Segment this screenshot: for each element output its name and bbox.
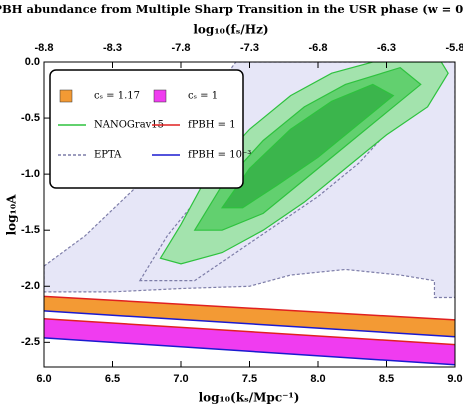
band-edge	[44, 318, 455, 346]
legend-label: cₛ = 1.17	[94, 91, 140, 102]
x2-tick-label: -6.3	[377, 42, 396, 54]
y-tick-label: -1.0	[21, 168, 40, 180]
x-tick-label: 8.5	[379, 373, 394, 385]
legend-label: fPBH = 1	[188, 120, 236, 131]
band	[44, 318, 455, 365]
x2-tick-label: -8.8	[35, 42, 54, 54]
x-tick-label: 6.5	[105, 373, 120, 385]
band-edge	[44, 310, 455, 338]
legend-swatch	[153, 89, 167, 103]
y-tick-label: -2.0	[21, 280, 40, 292]
x2-tick-label: -8.3	[103, 42, 122, 54]
legend-label: fPBH = 10⁻³	[188, 150, 251, 161]
y-tick-label: -2.5	[21, 336, 40, 348]
x-tick-label: 7.0	[173, 373, 188, 385]
x-tick-label: 6.0	[36, 373, 51, 385]
band	[44, 296, 455, 337]
band-edge	[44, 337, 455, 366]
x-tick-label: 9.0	[447, 373, 462, 385]
x-axis-label: log₁₀(kₛ/Mpc⁻¹)	[199, 391, 300, 405]
legend-label: NANOGrav15	[94, 120, 164, 131]
y-tick-label: -1.5	[21, 224, 40, 236]
y-tick-label: -0.5	[21, 112, 40, 124]
x2-tick-label: -5.8	[446, 42, 463, 54]
y-axis-label: log₁₀A	[5, 194, 19, 235]
contour	[220, 83, 395, 209]
legend: cₛ = 1.17 cₛ = 1 NANOGrav15 fPBH = 1 EPTA fPB…	[49, 69, 251, 189]
x2-tick-label: -7.3	[240, 42, 259, 54]
x2-tick-label: -6.8	[309, 42, 328, 54]
y-tick-label: 0.0	[25, 56, 40, 68]
legend-label: EPTA	[94, 150, 122, 161]
band-edge	[44, 295, 455, 321]
x2-tick-label: -7.8	[172, 42, 191, 54]
x-tick-label: 7.5	[242, 373, 257, 385]
legend-box	[49, 69, 244, 189]
x2-axis-label: log₁₀(fₛ/Hz)	[193, 23, 268, 37]
axes: 6.0 6.5 7.0 7.5 8.0 8.5 9.0 -8.8 -8.3 -7.8 -7.3 -6.…	[21, 42, 463, 385]
x-tick-label: 8.0	[310, 373, 325, 385]
chart-title: PBH abundance from Multiple Sharp Transi…	[0, 2, 463, 16]
plot-area	[44, 62, 455, 366]
legend-swatch	[59, 89, 73, 103]
legend-label: cₛ = 1	[188, 91, 218, 102]
